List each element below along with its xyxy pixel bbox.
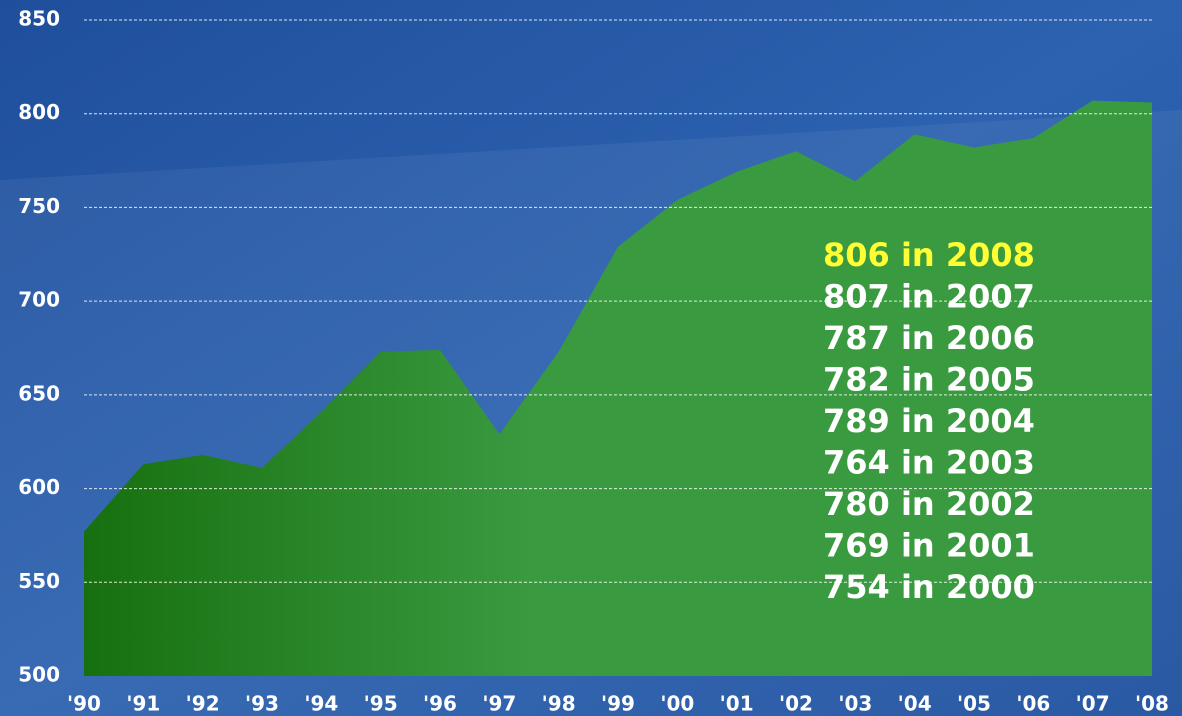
y-tick-label: 550: [18, 569, 60, 593]
annotation: 764 in 2003: [823, 444, 1035, 482]
x-tick-label: '90: [67, 692, 101, 716]
x-tick-label: '94: [304, 692, 338, 716]
x-tick-label: '01: [720, 692, 754, 716]
x-tick-label: '99: [601, 692, 635, 716]
x-tick-label: '08: [1135, 692, 1169, 716]
annotation: 806 in 2008: [823, 236, 1035, 274]
x-tick-label: '04: [898, 692, 932, 716]
y-tick-label: 600: [18, 475, 60, 499]
annotation: 787 in 2006: [823, 319, 1035, 357]
x-tick-label: '07: [1076, 692, 1110, 716]
x-tick-label: '03: [838, 692, 872, 716]
x-tick-label: '91: [126, 692, 160, 716]
y-tick-label: 700: [18, 288, 60, 312]
annotation: 754 in 2000: [823, 568, 1035, 606]
x-tick-label: '00: [660, 692, 694, 716]
x-tick-label: '98: [542, 692, 576, 716]
area: [84, 100, 1152, 676]
x-tick-label: '95: [364, 692, 398, 716]
x-tick-label: '92: [186, 692, 220, 716]
x-tick-label: '96: [423, 692, 457, 716]
annotation: 789 in 2004: [823, 402, 1035, 440]
y-tick-label: 800: [18, 100, 60, 124]
annotation: 769 in 2001: [823, 527, 1035, 565]
x-tick-label: '05: [957, 692, 991, 716]
y-tick-label: 500: [18, 663, 60, 687]
y-tick-label: 650: [18, 381, 60, 405]
x-tick-label: '93: [245, 692, 279, 716]
x-tick-label: '97: [482, 692, 516, 716]
annotation: 782 in 2005: [823, 361, 1035, 399]
x-tick-label: '02: [779, 692, 813, 716]
y-tick-label: 750: [18, 194, 60, 218]
y-tick-label: 850: [18, 7, 60, 31]
annotation: 780 in 2002: [823, 485, 1035, 523]
x-tick-label: '06: [1016, 692, 1050, 716]
annotation: 807 in 2007: [823, 278, 1035, 316]
